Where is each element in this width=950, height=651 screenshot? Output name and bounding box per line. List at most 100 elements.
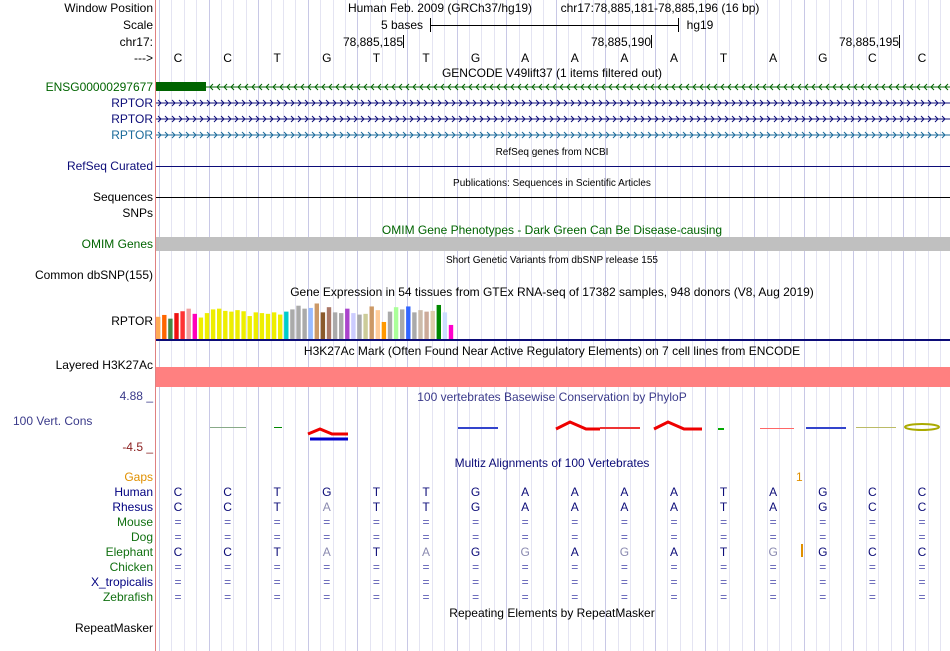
gene-label-rptor-2[interactable]: RPTOR bbox=[111, 112, 153, 126]
gaps-label[interactable]: Gaps bbox=[124, 470, 153, 484]
guide-line bbox=[803, 0, 805, 651]
gtex-tissue-bar[interactable] bbox=[253, 312, 258, 339]
gtex-track-title[interactable]: Gene Expression in 54 tissues from GTEx … bbox=[290, 285, 814, 299]
species-label[interactable]: Human bbox=[114, 485, 153, 499]
gtex-tissue-bar[interactable] bbox=[442, 312, 448, 339]
rptor-transcript-2[interactable] bbox=[156, 112, 950, 126]
omim-label[interactable]: OMIM Genes bbox=[81, 237, 153, 251]
refseq-track-title[interactable]: RefSeq genes from NCBI bbox=[495, 147, 609, 158]
alignment-base: T bbox=[372, 500, 381, 514]
gene-label-rptor-3[interactable]: RPTOR bbox=[111, 128, 153, 142]
gtex-tissue-bar[interactable] bbox=[174, 313, 179, 339]
gtex-tissue-bar[interactable] bbox=[393, 307, 399, 339]
gtex-tissue-bar[interactable] bbox=[162, 314, 167, 339]
h3k27ac-track-title[interactable]: H3K27Ac Mark (Often Found Near Active Re… bbox=[303, 344, 801, 358]
gtex-tissue-bar[interactable] bbox=[424, 311, 429, 339]
species-label[interactable]: Dog bbox=[130, 530, 153, 544]
alignment-base: = bbox=[769, 530, 777, 544]
publications-track-title[interactable]: Publications: Sequences in Scientific Ar… bbox=[453, 178, 651, 189]
gtex-tissue-bar[interactable] bbox=[168, 318, 173, 339]
alignment-base: = bbox=[521, 560, 529, 574]
gtex-tissue-bar[interactable] bbox=[235, 310, 240, 339]
gtex-tissue-bar[interactable] bbox=[223, 310, 228, 339]
gtex-tissue-bar[interactable] bbox=[387, 311, 393, 339]
gtex-tissue-bar[interactable] bbox=[320, 312, 326, 339]
gtex-tissue-bar[interactable] bbox=[418, 310, 423, 339]
guide-line bbox=[915, 0, 917, 651]
gtex-tissue-bar[interactable] bbox=[229, 311, 234, 339]
ensg-intron-line[interactable] bbox=[206, 80, 950, 94]
refseq-label[interactable]: RefSeq Curated bbox=[66, 159, 153, 173]
gtex-tissue-bar[interactable] bbox=[186, 308, 191, 339]
gtex-tissue-bar[interactable] bbox=[241, 311, 246, 339]
gtex-tissue-bar[interactable] bbox=[448, 324, 454, 339]
alignment-base: = bbox=[769, 515, 777, 529]
gene-label-rptor-1[interactable]: RPTOR bbox=[111, 96, 153, 110]
gtex-tissue-bar[interactable] bbox=[412, 312, 417, 339]
gtex-tissue-bar[interactable] bbox=[247, 316, 252, 339]
rptor-transcript-1[interactable] bbox=[156, 96, 950, 110]
h3k27ac-signal[interactable] bbox=[156, 367, 950, 387]
gtex-tissue-bar[interactable] bbox=[369, 306, 374, 339]
h3k27ac-label[interactable]: Layered H3K27Ac bbox=[55, 358, 153, 372]
phylop-label[interactable]: 100 Vert. Cons bbox=[13, 414, 93, 428]
gtex-tissue-bar[interactable] bbox=[284, 311, 289, 339]
gtex-tissue-bar[interactable] bbox=[278, 314, 283, 339]
phylop-logos[interactable] bbox=[156, 418, 950, 442]
species-label[interactable]: Rhesus bbox=[112, 500, 153, 514]
species-label[interactable]: Mouse bbox=[116, 515, 153, 529]
species-label[interactable]: Elephant bbox=[105, 545, 153, 559]
gencode-track-title[interactable]: GENCODE V49lift37 (1 items filtered out) bbox=[441, 66, 663, 80]
repeatmasker-track-title[interactable]: Repeating Elements by RepeatMasker bbox=[449, 606, 655, 620]
gtex-tissue-bar[interactable] bbox=[332, 312, 338, 339]
phylop-track-title[interactable]: 100 vertebrates Basewise Conservation by… bbox=[417, 390, 687, 404]
gtex-tissue-bar[interactable] bbox=[156, 316, 161, 339]
gtex-tissue-bar[interactable] bbox=[259, 313, 265, 339]
gtex-tissue-bar[interactable] bbox=[363, 313, 368, 339]
gtex-tissue-bar[interactable] bbox=[204, 313, 210, 339]
repeatmasker-label[interactable]: RepeatMasker bbox=[74, 621, 153, 635]
gtex-gene-label[interactable]: RPTOR bbox=[111, 314, 153, 328]
omim-track-title[interactable]: OMIM Gene Phenotypes - Dark Green Can Be… bbox=[381, 223, 723, 237]
gtex-tissue-bar[interactable] bbox=[430, 310, 435, 339]
gtex-tissue-bar[interactable] bbox=[180, 311, 185, 339]
gtex-tissue-bar[interactable] bbox=[345, 308, 350, 339]
rptor-transcript-3[interactable] bbox=[156, 128, 950, 142]
gtex-tissue-bar[interactable] bbox=[357, 314, 362, 339]
gtex-tissue-bar[interactable] bbox=[314, 303, 319, 339]
gtex-tissue-bar[interactable] bbox=[375, 310, 380, 339]
sequences-label[interactable]: Sequences bbox=[92, 190, 153, 204]
gtex-tissue-bar[interactable] bbox=[192, 313, 197, 339]
ensg-exon[interactable] bbox=[156, 82, 206, 91]
gtex-tissue-bar[interactable] bbox=[308, 307, 313, 339]
gtex-tissue-bar[interactable] bbox=[436, 304, 441, 339]
gene-label-ensg[interactable]: ENSG00000297677 bbox=[45, 80, 153, 94]
publications-line[interactable] bbox=[156, 197, 950, 198]
dbsnp-label[interactable]: Common dbSNP(155) bbox=[34, 268, 153, 282]
gtex-tissue-bar[interactable] bbox=[302, 308, 307, 339]
guide-line bbox=[927, 0, 929, 651]
gtex-tissue-bar[interactable] bbox=[210, 309, 216, 339]
gtex-tissue-bar[interactable] bbox=[198, 317, 204, 339]
gtex-tissue-bar[interactable] bbox=[351, 313, 356, 339]
omim-gene-bar[interactable] bbox=[156, 237, 950, 251]
gtex-tissue-bar[interactable] bbox=[400, 309, 405, 339]
species-label[interactable]: X_tropicalis bbox=[90, 575, 153, 589]
gtex-tissue-bar[interactable] bbox=[339, 313, 344, 339]
gtex-tissue-bar[interactable] bbox=[406, 306, 411, 339]
gtex-tissue-bar[interactable] bbox=[381, 321, 387, 339]
gtex-tissue-bar[interactable] bbox=[326, 307, 332, 339]
gtex-tissue-bar[interactable] bbox=[296, 305, 301, 339]
alignment-base: = bbox=[620, 575, 628, 589]
species-label[interactable]: Chicken bbox=[109, 560, 153, 574]
multiz-track-title[interactable]: Multiz Alignments of 100 Vertebrates bbox=[454, 456, 650, 470]
species-label[interactable]: Zebrafish bbox=[102, 590, 153, 604]
dbsnp-track-title[interactable]: Short Genetic Variants from dbSNP releas… bbox=[446, 255, 658, 266]
gtex-tissue-bar[interactable] bbox=[290, 309, 295, 339]
gtex-tissue-bar[interactable] bbox=[271, 312, 277, 339]
gtex-expression-bars[interactable] bbox=[156, 300, 556, 339]
refseq-gene-line[interactable] bbox=[156, 166, 950, 167]
gtex-tissue-bar[interactable] bbox=[265, 313, 271, 339]
snps-label[interactable]: SNPs bbox=[122, 206, 153, 220]
gtex-tissue-bar[interactable] bbox=[217, 308, 222, 339]
